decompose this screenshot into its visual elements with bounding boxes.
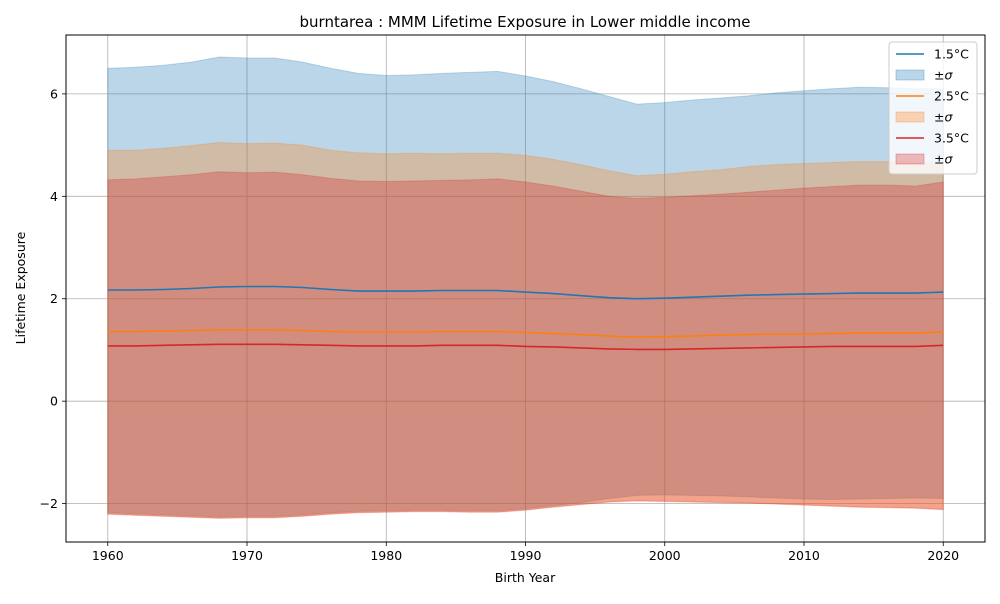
legend-band-label: ±σ <box>934 152 953 167</box>
y-axis-ticks: −2 0 2 4 6 <box>40 86 66 511</box>
x-tick-label: 1960 <box>92 548 124 563</box>
x-tick-label: 2010 <box>788 548 820 563</box>
legend-entry-label: 1.5°C <box>934 47 969 62</box>
legend-band-label: ±σ <box>934 68 953 83</box>
chart-title: burntarea : MMM Lifetime Exposure in Low… <box>300 13 751 31</box>
legend-band-label: ±σ <box>934 110 953 125</box>
y-tick-label: 2 <box>50 291 58 306</box>
grid-lines <box>66 35 985 542</box>
legend-band-swatch <box>895 111 925 123</box>
y-tick-label: 6 <box>50 86 58 101</box>
band-series-1 <box>107 56 944 518</box>
y-tick-label: 4 <box>50 189 58 204</box>
x-tick-label: 1980 <box>370 548 402 563</box>
x-tick-label: 1970 <box>231 548 263 563</box>
mean-line-series-2 <box>107 329 944 339</box>
x-axis-label: Birth Year <box>495 570 556 585</box>
legend-entry-label: 3.5°C <box>934 131 969 146</box>
x-tick-label: 1990 <box>510 548 542 563</box>
mean-line-series-1 <box>107 285 944 300</box>
x-tick-label: 2020 <box>927 548 959 563</box>
y-tick-label: 0 <box>50 394 58 409</box>
y-axis-label: Lifetime Exposure <box>13 231 28 344</box>
mean-lines <box>107 285 944 351</box>
x-tick-label: 2000 <box>649 548 681 563</box>
sigma-bands <box>107 56 944 519</box>
band-series-3 <box>107 171 944 519</box>
y-tick-label: −2 <box>40 496 58 511</box>
legend-box <box>888 41 978 175</box>
x-axis-ticks: 1960 1970 1980 1990 2000 2010 2020 <box>92 542 959 563</box>
band-series-2 <box>107 141 944 519</box>
legend-entry-label: 2.5°C <box>934 89 969 104</box>
mean-line-series-3 <box>107 343 944 351</box>
legend-band-swatch <box>895 153 925 165</box>
legend-band-swatch <box>895 69 925 81</box>
legend: 1.5°C ±σ 2.5°C ±σ 3.5°C ±σ <box>888 41 978 175</box>
